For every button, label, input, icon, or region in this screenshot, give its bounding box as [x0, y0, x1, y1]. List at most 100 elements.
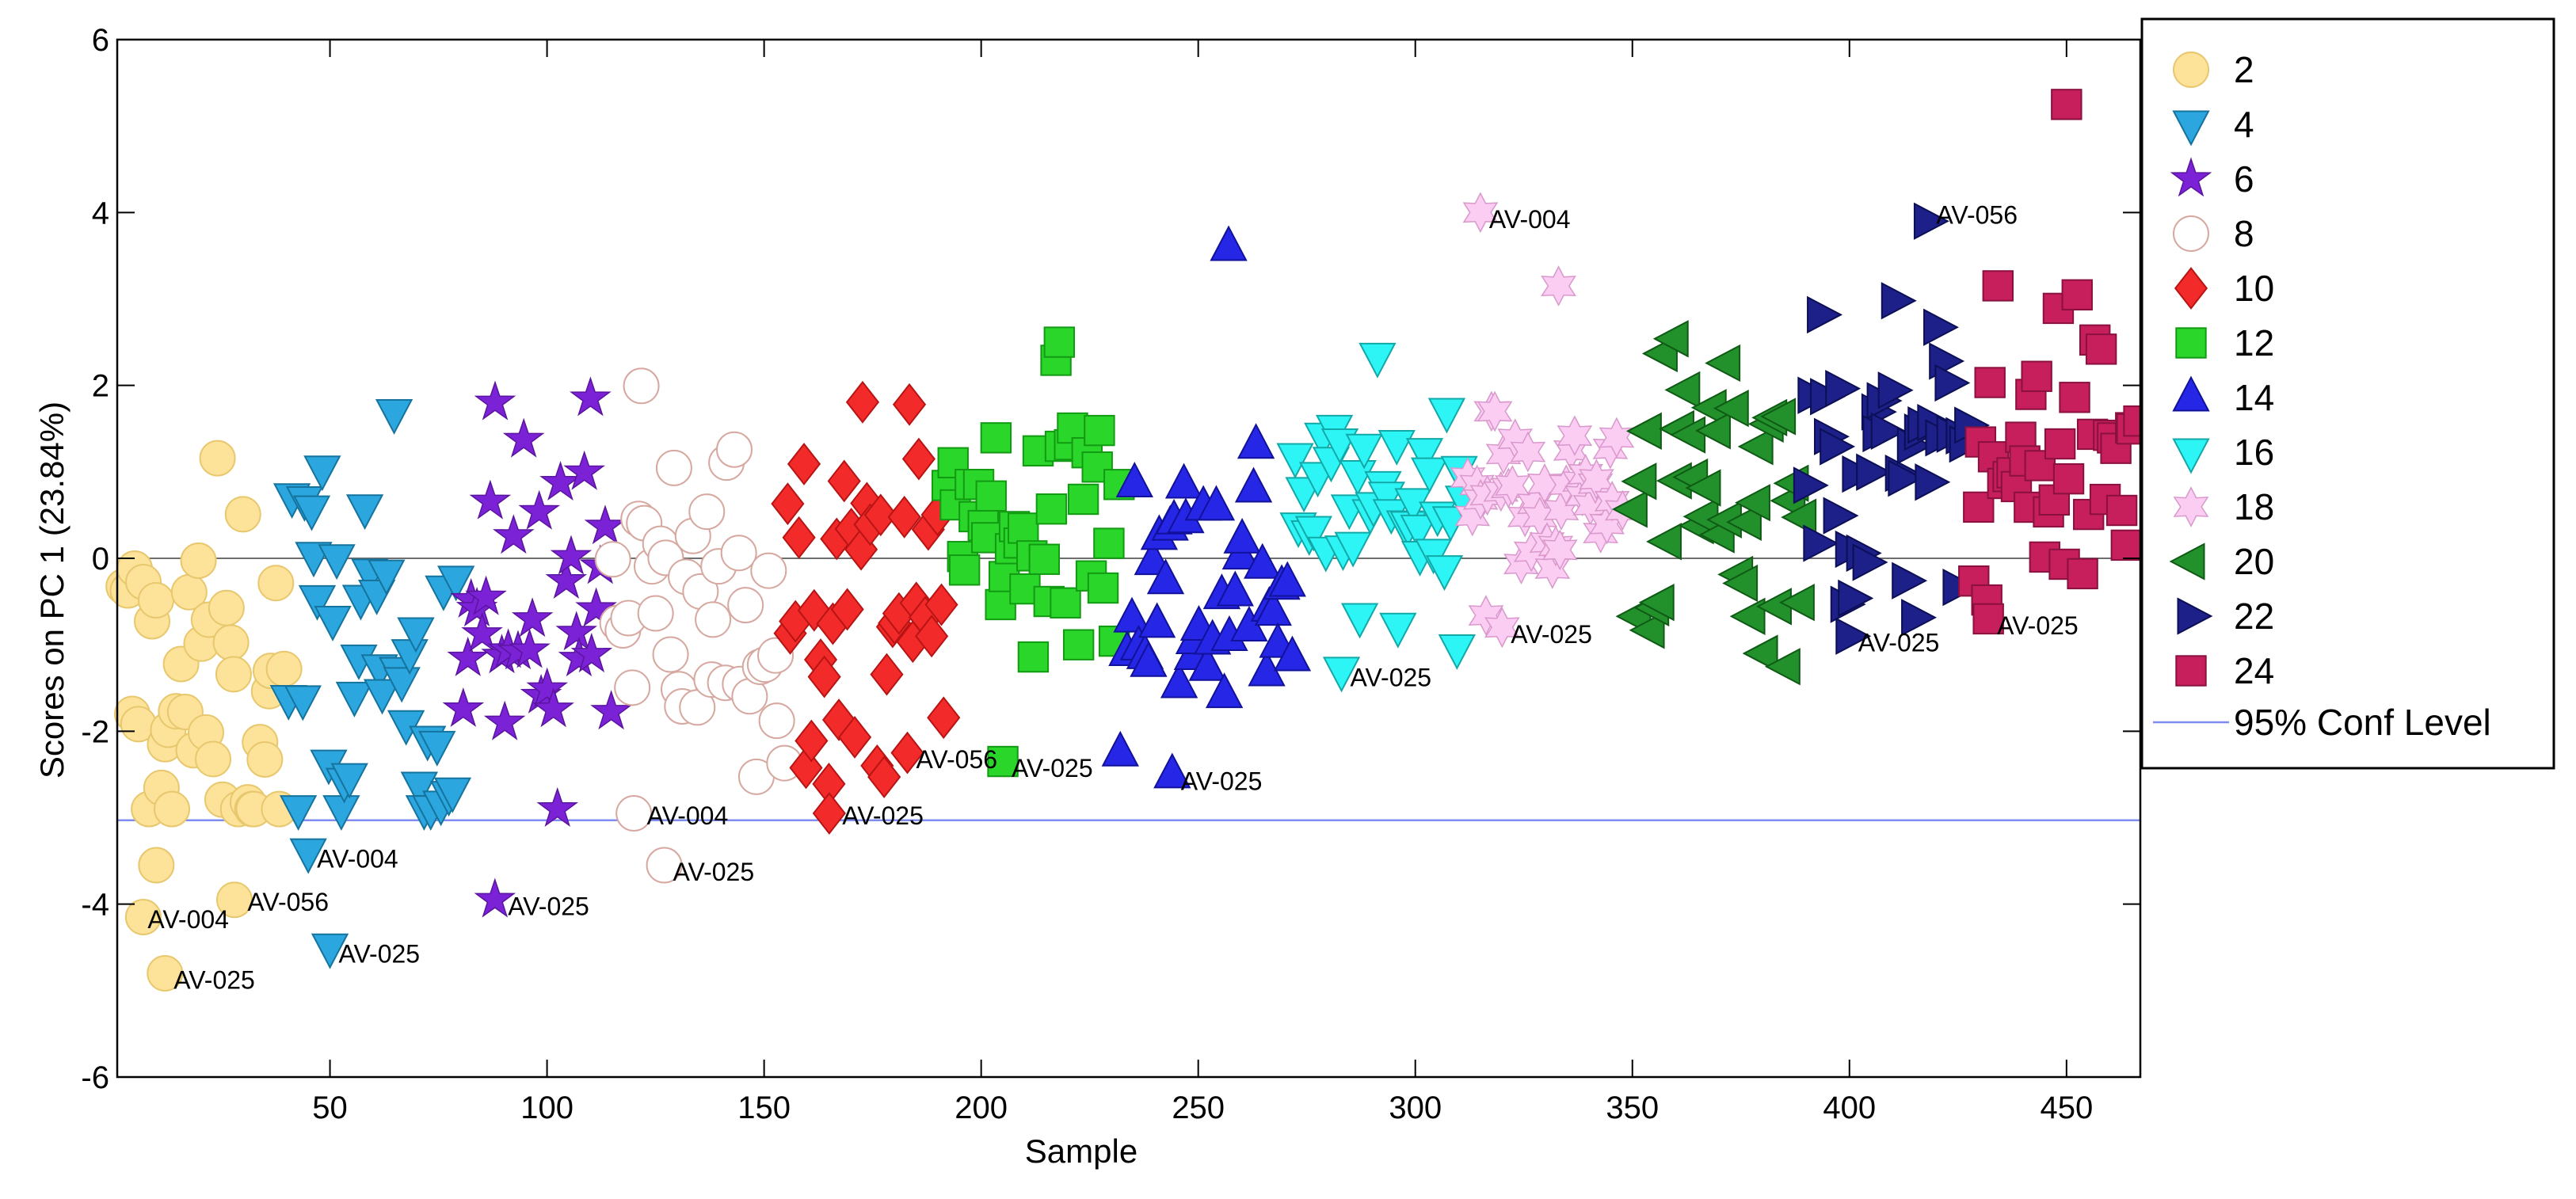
point-series-16: [1334, 531, 1372, 568]
point-series-18: [1477, 390, 1513, 432]
annotation-label: AV-025: [339, 940, 421, 969]
series-18: [1450, 390, 1640, 636]
legend-marker-2: [2173, 51, 2209, 88]
point-series-24: [2044, 428, 2076, 460]
point-series-16: [1400, 514, 1438, 550]
point-series-2: [208, 589, 245, 626]
point-series-4: [433, 777, 472, 813]
outlier-point-series-12: [987, 745, 1019, 778]
point-series-22: [1870, 412, 1907, 451]
outlier-point-series-8: [646, 847, 683, 884]
point-series-22: [1838, 579, 1874, 618]
point-series-14: [1244, 542, 1282, 579]
legend-marker-16: [2172, 438, 2210, 474]
point-series-22: [1934, 364, 1971, 402]
point-series-4: [418, 730, 456, 767]
point-series-14: [1234, 466, 1273, 503]
outlier-point-series-4: [289, 838, 327, 874]
point-series-20: [1685, 469, 1721, 507]
legend-marker-14: [2172, 375, 2210, 412]
point-series-22: [1825, 370, 1862, 408]
series-14: [1101, 423, 1312, 767]
point-series-8: [727, 587, 764, 624]
point-series-6: [493, 514, 535, 554]
outlier-point-series-14: [1153, 752, 1191, 789]
legend-marker-4: [2172, 110, 2210, 147]
point-series-16: [1378, 429, 1416, 466]
point-series-18: [1468, 595, 1504, 636]
point-series-10: [787, 443, 821, 485]
point-series-24: [2105, 494, 2138, 527]
point-series-24: [2052, 462, 2085, 495]
point-series-20: [1725, 503, 1762, 541]
point-series-4: [335, 681, 374, 717]
point-series-4: [330, 763, 368, 799]
outlier-point-series-24: [1972, 603, 2004, 635]
point-series-6: [518, 489, 561, 530]
outlier-point-series-22: [1835, 617, 1872, 655]
outlier-point-series-12: [1043, 326, 1076, 358]
x-tick-label: 300: [1389, 1091, 1442, 1125]
point-series-20: [1705, 344, 1741, 383]
point-series-18: [1510, 431, 1546, 473]
point-series-4: [368, 559, 406, 596]
outlier-point-series-18: [1484, 607, 1520, 649]
point-series-6: [469, 479, 512, 520]
outlier-point-series-14: [1210, 225, 1248, 261]
x-tick-label: 200: [955, 1091, 1008, 1125]
point-series-20: [1652, 320, 1689, 358]
point-series-12: [1035, 493, 1068, 525]
point-series-20: [1695, 412, 1731, 450]
point-series-16: [1410, 457, 1449, 493]
point-series-16: [1438, 634, 1476, 670]
point-series-14: [1130, 641, 1168, 677]
legend-label: 22: [2234, 596, 2274, 637]
point-series-20: [1638, 584, 1675, 622]
point-series-6: [442, 687, 485, 727]
point-series-16: [1339, 460, 1377, 496]
outlier-point-series-22: [1913, 202, 1949, 240]
series-6: [442, 380, 632, 828]
point-series-6: [532, 687, 574, 728]
point-series-2: [215, 656, 252, 693]
point-series-22: [1852, 543, 1888, 581]
y-tick-label: 0: [92, 542, 109, 577]
series-8: [594, 367, 803, 795]
annotation-label: AV-025: [1351, 663, 1432, 691]
point-series-16: [1405, 438, 1444, 474]
point-series-22: [1881, 282, 1917, 320]
point-series-10: [771, 482, 805, 526]
point-series-2: [265, 650, 303, 687]
legend-marker-8: [2173, 215, 2209, 252]
point-series-22: [1901, 599, 1938, 637]
point-series-20: [1611, 490, 1648, 528]
annotation-label: AV-025: [173, 965, 255, 994]
point-series-22: [1793, 466, 1829, 504]
point-series-24: [2110, 529, 2143, 561]
point-series-8: [758, 702, 795, 740]
point-series-14: [1113, 596, 1151, 633]
point-series-2: [257, 565, 295, 602]
point-series-16: [1367, 482, 1405, 518]
y-tick-label: 4: [92, 196, 109, 230]
point-series-14: [1205, 672, 1244, 709]
point-series-18: [1541, 529, 1578, 571]
point-series-22: [1892, 561, 1928, 600]
point-series-10: [782, 516, 816, 559]
outlier-point-series-6: [474, 877, 516, 918]
point-series-10: [870, 653, 904, 696]
point-series-2: [212, 624, 250, 661]
point-series-12: [1062, 629, 1095, 660]
point-series-24: [2059, 382, 2090, 413]
point-series-6: [575, 587, 617, 627]
outlier-point-series-6: [570, 376, 612, 417]
point-series-8: [637, 595, 674, 632]
legend-marker-6: [2170, 157, 2212, 197]
point-series-14: [1216, 570, 1254, 607]
point-series-18: [1579, 459, 1614, 501]
point-series-10: [807, 655, 841, 698]
outlier-point-series-18: [1462, 192, 1499, 234]
point-series-4: [375, 398, 413, 435]
point-series-12: [980, 422, 1012, 454]
point-series-12: [1067, 483, 1099, 516]
